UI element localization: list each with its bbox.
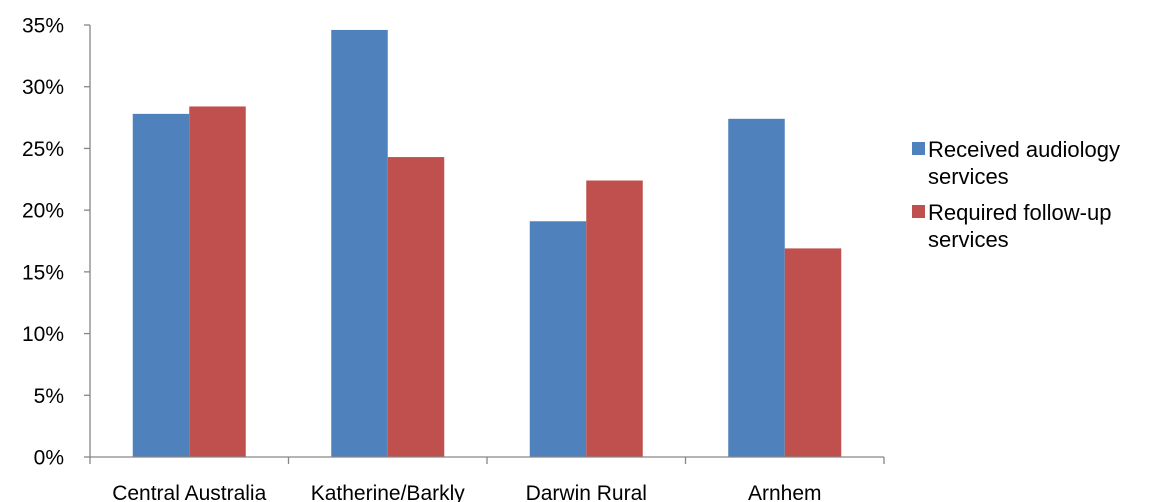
y-tick-label: 20% — [22, 200, 64, 223]
bar-required-1 — [387, 157, 445, 457]
y-tick-label: 25% — [22, 138, 64, 161]
y-ticks-group: 0% 5% 10% 15% 20% 25% 30% 35% — [22, 15, 90, 470]
x-category-label: Darwin Rural — [526, 482, 647, 502]
legend-swatch — [912, 205, 925, 218]
bar-received-2 — [529, 221, 587, 457]
legend-label: services — [928, 164, 1009, 189]
x-category-label: Katherine/Barkly — [311, 482, 466, 502]
y-tick-label: 30% — [22, 76, 64, 99]
legend-label: Received audiology — [928, 137, 1120, 162]
bar-received-3 — [728, 118, 785, 457]
y-tick-label: 15% — [22, 261, 64, 284]
y-tick-label: 35% — [22, 15, 64, 38]
bar-required-2 — [586, 180, 643, 457]
y-tick-label: 10% — [22, 323, 64, 346]
y-tick-label: 0% — [34, 447, 64, 470]
legend-swatch — [912, 142, 925, 155]
bar-received-0 — [132, 113, 190, 458]
bar-required-3 — [784, 248, 842, 457]
y-tick-label: 5% — [34, 385, 64, 408]
bar-required-0 — [189, 106, 246, 457]
bar-received-1 — [331, 29, 388, 458]
x-ticks-group: Central Australia Katherine/Barkly Darwin … — [89, 457, 885, 502]
legend-label: services — [928, 227, 1009, 252]
bars-group — [132, 29, 842, 458]
x-category-label: Arnhem — [748, 482, 822, 502]
legend-label: Required follow-up — [928, 200, 1111, 225]
x-category-label: Central Australia — [112, 482, 266, 502]
